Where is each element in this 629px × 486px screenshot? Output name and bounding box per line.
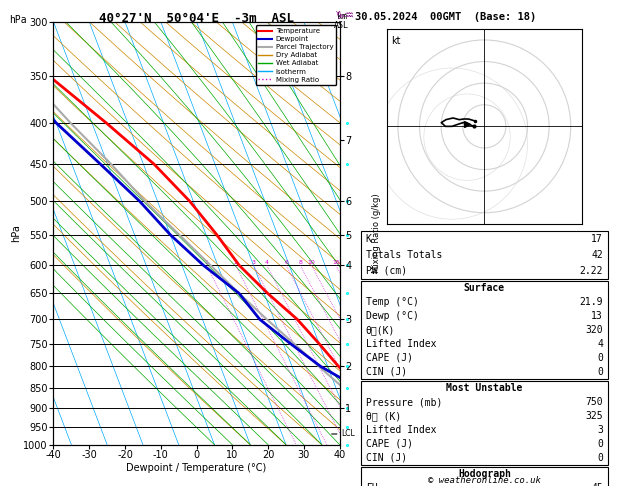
Y-axis label: hPa: hPa: [11, 225, 21, 242]
Text: CAPE (J): CAPE (J): [365, 439, 413, 449]
Text: 8: 8: [298, 260, 302, 265]
Text: km
ASL: km ASL: [334, 12, 349, 30]
Text: 45: 45: [591, 483, 603, 486]
Text: EH: EH: [365, 483, 377, 486]
Text: 16: 16: [332, 260, 340, 265]
Text: 21.9: 21.9: [579, 297, 603, 307]
Text: Dewp (°C): Dewp (°C): [365, 311, 418, 321]
Text: hPa: hPa: [9, 15, 27, 25]
Text: Most Unstable: Most Unstable: [446, 383, 523, 393]
Text: 0: 0: [597, 452, 603, 463]
Text: ♑♒: ♑♒: [335, 11, 355, 21]
Text: 40°27'N  50°04'E  -3m  ASL: 40°27'N 50°04'E -3m ASL: [99, 12, 294, 25]
Text: 1: 1: [205, 260, 209, 265]
Text: θᴇ(K): θᴇ(K): [365, 325, 395, 335]
Bar: [360, 281, 608, 379]
Text: 30.05.2024  00GMT  (Base: 18): 30.05.2024 00GMT (Base: 18): [355, 12, 537, 22]
Text: 0: 0: [597, 439, 603, 449]
Text: 2: 2: [234, 260, 238, 265]
Text: PW (cm): PW (cm): [365, 266, 407, 276]
Text: 320: 320: [586, 325, 603, 335]
Text: 4: 4: [265, 260, 269, 265]
Text: 2.22: 2.22: [579, 266, 603, 276]
Text: Temp (°C): Temp (°C): [365, 297, 418, 307]
X-axis label: Dewpoint / Temperature (°C): Dewpoint / Temperature (°C): [126, 463, 267, 473]
Text: 325: 325: [586, 411, 603, 421]
Text: Surface: Surface: [464, 283, 505, 293]
Text: LCL: LCL: [342, 430, 355, 438]
Text: 3: 3: [597, 425, 603, 435]
Text: 17: 17: [591, 234, 603, 244]
Text: Pressure (mb): Pressure (mb): [365, 397, 442, 407]
Text: kt: kt: [391, 35, 401, 46]
Text: K: K: [365, 234, 372, 244]
Text: θᴇ (K): θᴇ (K): [365, 411, 401, 421]
Text: CIN (J): CIN (J): [365, 452, 407, 463]
Text: 750: 750: [586, 397, 603, 407]
Text: Lifted Index: Lifted Index: [365, 339, 436, 349]
Legend: Temperature, Dewpoint, Parcel Trajectory, Dry Adiabat, Wet Adiabat, Isotherm, Mi: Temperature, Dewpoint, Parcel Trajectory…: [255, 25, 336, 86]
Text: 10: 10: [308, 260, 315, 265]
Text: CIN (J): CIN (J): [365, 366, 407, 377]
Y-axis label: Mixing Ratio (g/kg): Mixing Ratio (g/kg): [372, 193, 381, 273]
Bar: [360, 467, 608, 486]
Text: 0: 0: [597, 353, 603, 363]
Text: 13: 13: [591, 311, 603, 321]
Bar: [360, 231, 608, 278]
Text: Hodograph: Hodograph: [458, 469, 511, 479]
Text: 0: 0: [597, 366, 603, 377]
Text: 4: 4: [597, 339, 603, 349]
Text: 6: 6: [284, 260, 288, 265]
Bar: [360, 381, 608, 465]
Text: CAPE (J): CAPE (J): [365, 353, 413, 363]
Text: Totals Totals: Totals Totals: [365, 250, 442, 260]
Text: Lifted Index: Lifted Index: [365, 425, 436, 435]
Text: 42: 42: [591, 250, 603, 260]
Text: © weatheronline.co.uk: © weatheronline.co.uk: [428, 476, 541, 485]
Text: 3: 3: [252, 260, 255, 265]
